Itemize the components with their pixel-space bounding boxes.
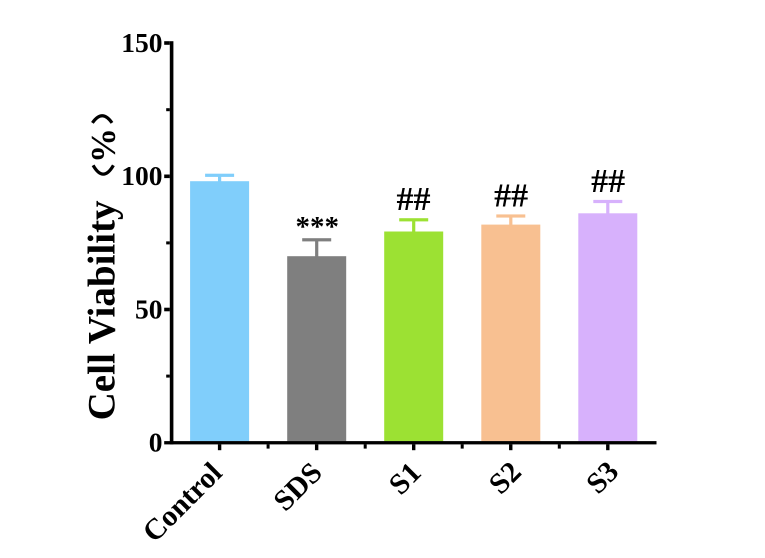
svg-text:150: 150 [121, 27, 162, 58]
svg-text:##: ## [494, 177, 528, 214]
svg-text:100: 100 [121, 160, 162, 191]
svg-text:50: 50 [135, 293, 163, 324]
svg-text:##: ## [397, 181, 431, 218]
svg-text:Cell Viability: Cell Viability [81, 200, 124, 420]
svg-text:***: *** [296, 211, 340, 243]
svg-text:%: % [84, 128, 123, 163]
svg-text:##: ## [591, 163, 625, 200]
svg-text:0: 0 [149, 426, 163, 457]
